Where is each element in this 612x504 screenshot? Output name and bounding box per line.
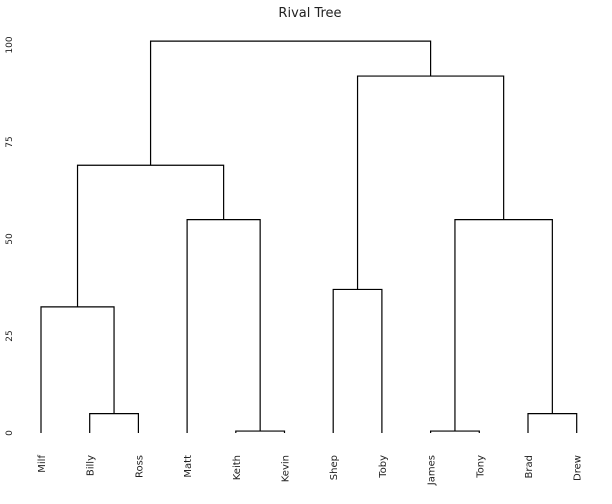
leaf-label: Matt xyxy=(183,455,194,478)
y-tick-label: 0 xyxy=(5,430,15,436)
y-tick-label: 25 xyxy=(5,330,15,341)
y-axis: 0 25 50 75 100 xyxy=(5,36,15,436)
dendrogram-link xyxy=(332,288,383,433)
y-tick-label: 50 xyxy=(5,233,15,245)
leaf-label: Billy xyxy=(86,455,97,476)
y-tick-label: 100 xyxy=(5,36,15,53)
leaf-label: Tony xyxy=(475,455,486,479)
leaf-labels: Milf Billy Ross Matt Keith Kevin Shep Toby James… xyxy=(37,455,584,487)
leaf-label: Kevin xyxy=(281,455,292,482)
leaf-label: Drew xyxy=(573,455,584,481)
leaf-label: Toby xyxy=(378,455,389,479)
leaf-label: Keith xyxy=(232,455,243,480)
leaf-label: Shep xyxy=(329,455,340,480)
dendrogram-link xyxy=(76,164,225,307)
leaf-label: James xyxy=(427,455,438,486)
dendrogram-link xyxy=(356,75,505,290)
dendrogram-link xyxy=(430,430,480,433)
dendrogram-link xyxy=(89,413,139,433)
y-tick-label: 75 xyxy=(5,136,15,147)
dendrogram-link xyxy=(186,219,261,433)
dendrogram-link xyxy=(235,430,286,433)
dendrogram-link xyxy=(454,219,553,432)
dendrogram-links xyxy=(40,40,578,433)
leaf-label: Milf xyxy=(37,455,48,473)
dendrogram-link xyxy=(149,40,432,166)
dendrogram-link xyxy=(527,413,578,433)
leaf-label: Ross xyxy=(134,455,145,478)
chart-title: Rival Tree xyxy=(278,6,341,21)
leaf-label: Brad xyxy=(524,455,535,478)
